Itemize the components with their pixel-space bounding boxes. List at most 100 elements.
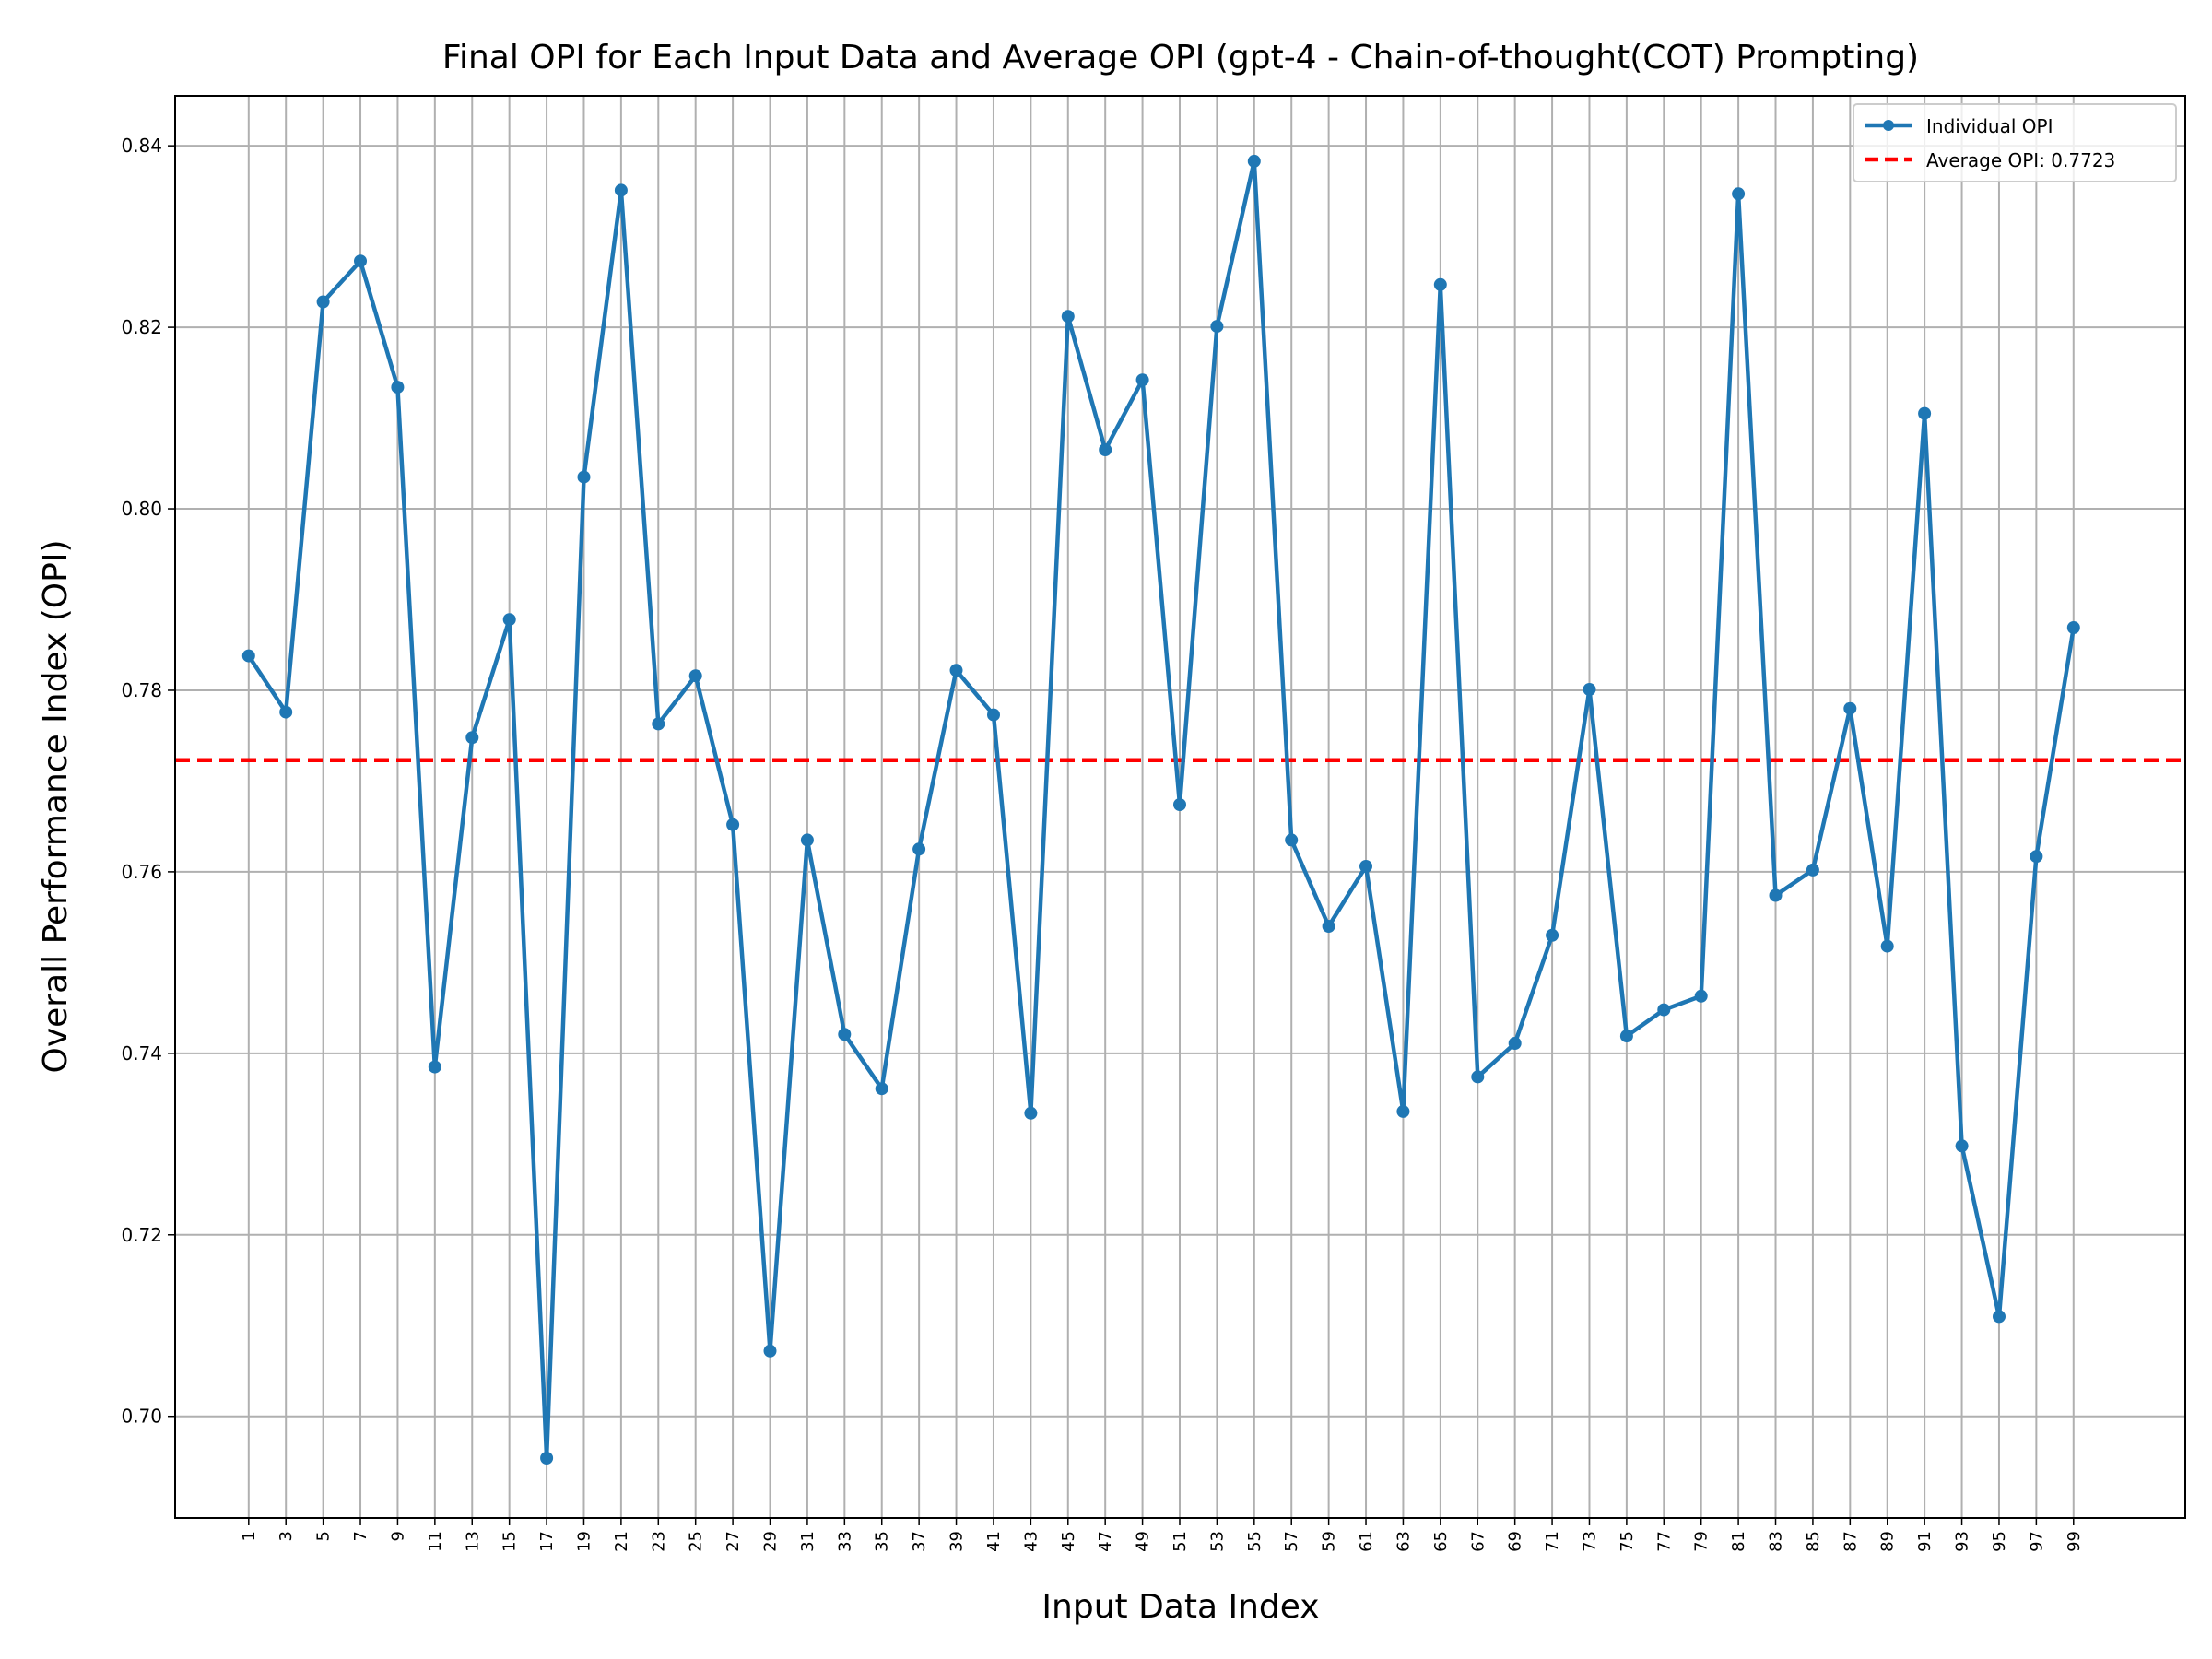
x-tick-label: 29: [761, 1531, 781, 1552]
x-tick-label: 59: [1320, 1531, 1339, 1552]
x-tick-label: 25: [687, 1531, 706, 1552]
x-tick-label: 95: [1990, 1531, 2009, 1552]
x-tick-label: 21: [612, 1531, 631, 1552]
data-point: [1918, 406, 1932, 420]
x-tick-label: 83: [1767, 1531, 1786, 1552]
x-tick-label: 67: [1468, 1531, 1488, 1552]
data-point: [1024, 1106, 1038, 1120]
x-tick-label: 35: [873, 1531, 892, 1552]
y-tick-label: 0.70: [121, 1406, 162, 1428]
series-line-individual-opi: [246, 159, 2077, 1461]
x-tick-label: 1: [240, 1531, 259, 1541]
x-tick-label: 85: [1804, 1531, 1823, 1552]
data-point: [987, 708, 1000, 722]
y-tick-label: 0.80: [121, 498, 162, 520]
data-point: [652, 717, 665, 731]
data-point: [279, 705, 293, 719]
data-point: [1322, 920, 1335, 933]
x-tick-label: 93: [1953, 1531, 1972, 1552]
x-tick-label: 31: [798, 1531, 818, 1552]
data-point: [875, 1082, 888, 1096]
data-point: [241, 649, 255, 663]
y-tick-label: 0.84: [121, 135, 162, 157]
data-point: [1619, 1030, 1633, 1043]
data-point: [614, 183, 628, 197]
data-point: [1061, 310, 1075, 324]
x-tick-label: 97: [2027, 1531, 2046, 1552]
data-point: [1732, 187, 1746, 201]
data-point: [1471, 1070, 1485, 1084]
x-tick-label: 43: [1021, 1531, 1041, 1552]
data-point: [1546, 928, 1559, 942]
legend-marker-individual: [1883, 120, 1894, 131]
data-point: [726, 818, 740, 831]
data-point: [1210, 320, 1224, 334]
data-point: [2066, 621, 2080, 634]
x-tick-label: 19: [574, 1531, 594, 1552]
x-tick-label: 65: [1431, 1531, 1451, 1552]
y-tick-label: 0.72: [121, 1224, 162, 1246]
data-point: [1173, 798, 1186, 811]
data-point: [1843, 701, 1857, 715]
data-point: [800, 833, 814, 847]
data-point: [1657, 1003, 1671, 1017]
x-tick-label: 57: [1282, 1531, 1301, 1552]
x-tick-label: 33: [835, 1531, 854, 1552]
x-tick-label: 81: [1729, 1531, 1748, 1552]
x-tick-label: 89: [1878, 1531, 1898, 1552]
y-tick-label: 0.82: [121, 316, 162, 338]
data-point: [1955, 1139, 1969, 1153]
x-tick-label: 27: [724, 1531, 743, 1552]
x-tick-label: 9: [388, 1531, 407, 1541]
x-tick-label: 39: [947, 1531, 967, 1552]
legend-label-average: Average OPI: 0.7723: [1926, 149, 2115, 171]
x-tick-label: 69: [1506, 1531, 1525, 1552]
data-point: [1099, 443, 1112, 456]
x-tick-label: 79: [1692, 1531, 1712, 1552]
data-point: [428, 1060, 441, 1074]
x-tick-label: 45: [1059, 1531, 1078, 1552]
x-axis-ticks: 1 3 5 7 9 11 13 15 17 19 21 23 25 27 29 31 33 35 37 39 41 43 4…: [240, 1518, 2084, 1552]
x-tick-label: 7: [351, 1531, 371, 1541]
y-tick-label: 0.76: [121, 861, 162, 883]
data-point: [1508, 1037, 1522, 1050]
data-point: [763, 1344, 777, 1358]
x-tick-label: 75: [1618, 1531, 1637, 1552]
data-point: [1135, 373, 1149, 387]
x-tick-label: 91: [1915, 1531, 1935, 1552]
x-tick-label: 3: [276, 1531, 296, 1541]
x-tick-label: 51: [1171, 1531, 1190, 1552]
x-tick-label: 87: [1841, 1531, 1860, 1552]
x-tick-label: 77: [1654, 1531, 1674, 1552]
chart-title: Final OPI for Each Input Data and Averag…: [442, 39, 1919, 76]
series-group: [241, 154, 2080, 1465]
data-point: [949, 664, 963, 677]
legend-box: [1853, 103, 2177, 182]
data-point: [1359, 860, 1372, 873]
data-point: [1993, 1310, 2006, 1324]
data-point: [1880, 939, 1894, 953]
data-point: [912, 842, 926, 856]
x-tick-label: 71: [1543, 1531, 1562, 1552]
x-tick-label: 61: [1357, 1531, 1376, 1552]
data-point: [540, 1452, 554, 1465]
data-point: [1769, 888, 1783, 902]
y-tick-label: 0.78: [121, 679, 162, 701]
x-axis-label: Input Data Index: [1041, 1588, 1319, 1626]
x-tick-label: 55: [1245, 1531, 1265, 1552]
data-point: [688, 669, 702, 683]
x-tick-label: 63: [1394, 1531, 1413, 1552]
data-point: [465, 731, 479, 745]
legend-label-individual: Individual OPI: [1926, 115, 2053, 137]
legend: Individual OPI Average OPI: 0.7723: [1853, 103, 2177, 182]
x-tick-label: 15: [500, 1531, 520, 1552]
data-point: [1247, 154, 1261, 168]
x-tick-label: 23: [649, 1531, 668, 1552]
data-point: [354, 254, 367, 268]
x-tick-label: 53: [1207, 1531, 1227, 1552]
x-tick-label: 13: [463, 1531, 482, 1552]
x-tick-label: 47: [1096, 1531, 1115, 1552]
data-point: [2030, 850, 2043, 864]
y-axis-label: Overall Performance Index (OPI): [37, 540, 75, 1074]
data-point: [1806, 863, 1819, 877]
